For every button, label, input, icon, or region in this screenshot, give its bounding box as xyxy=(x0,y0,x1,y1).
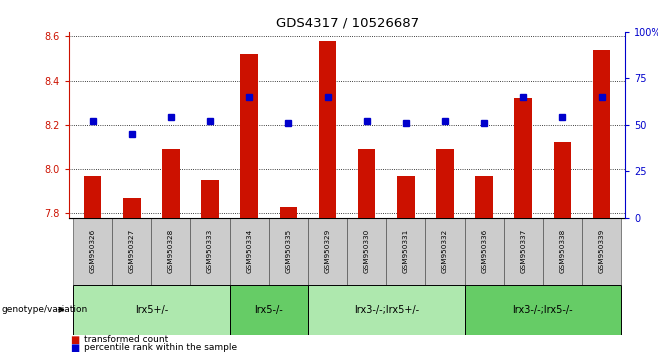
Bar xyxy=(504,218,543,285)
Text: ■: ■ xyxy=(70,343,80,353)
Bar xyxy=(543,218,582,285)
Bar xyxy=(84,176,101,218)
Bar xyxy=(190,218,230,285)
Text: GSM950333: GSM950333 xyxy=(207,229,213,273)
Text: lrx3-/-;lrx5+/-: lrx3-/-;lrx5+/- xyxy=(354,305,418,315)
Text: GSM950334: GSM950334 xyxy=(246,229,252,273)
Bar xyxy=(73,218,112,285)
Bar xyxy=(201,180,219,218)
Text: GSM950336: GSM950336 xyxy=(481,229,487,273)
Bar xyxy=(151,218,190,285)
Text: transformed count: transformed count xyxy=(84,335,168,344)
Bar xyxy=(515,98,532,218)
Bar xyxy=(280,207,297,218)
Title: GDS4317 / 10526687: GDS4317 / 10526687 xyxy=(276,16,418,29)
Bar xyxy=(230,285,308,335)
Text: GSM950327: GSM950327 xyxy=(129,229,135,273)
Text: GSM950332: GSM950332 xyxy=(442,229,448,273)
Bar xyxy=(230,218,268,285)
Bar xyxy=(308,285,465,335)
Text: lrx5+/-: lrx5+/- xyxy=(135,305,168,315)
Bar xyxy=(308,218,347,285)
Text: percentile rank within the sample: percentile rank within the sample xyxy=(84,343,237,352)
Bar xyxy=(347,218,386,285)
Bar xyxy=(397,176,415,218)
Bar xyxy=(593,50,611,218)
Bar xyxy=(475,176,493,218)
Bar xyxy=(162,149,180,218)
Text: GSM950331: GSM950331 xyxy=(403,229,409,273)
Bar xyxy=(268,218,308,285)
Bar xyxy=(426,218,465,285)
Text: GSM950326: GSM950326 xyxy=(89,229,95,273)
Bar xyxy=(73,285,230,335)
Bar xyxy=(123,198,141,218)
Text: GSM950329: GSM950329 xyxy=(324,229,330,273)
Bar xyxy=(386,218,426,285)
Text: lrx3-/-;lrx5-/-: lrx3-/-;lrx5-/- xyxy=(513,305,573,315)
Bar xyxy=(465,218,504,285)
Bar xyxy=(240,54,258,218)
Text: GSM950328: GSM950328 xyxy=(168,229,174,273)
Bar xyxy=(553,142,571,218)
Bar xyxy=(318,41,336,218)
Text: GSM950335: GSM950335 xyxy=(286,229,291,273)
Text: GSM950339: GSM950339 xyxy=(599,229,605,273)
Text: GSM950338: GSM950338 xyxy=(559,229,565,273)
Bar xyxy=(436,149,454,218)
Text: GSM950337: GSM950337 xyxy=(520,229,526,273)
Text: lrx5-/-: lrx5-/- xyxy=(255,305,283,315)
Bar xyxy=(465,285,621,335)
Text: genotype/variation: genotype/variation xyxy=(2,305,88,314)
Bar xyxy=(358,149,376,218)
Bar xyxy=(582,218,621,285)
Bar xyxy=(112,218,151,285)
Text: GSM950330: GSM950330 xyxy=(364,229,370,273)
Text: ■: ■ xyxy=(70,335,80,345)
